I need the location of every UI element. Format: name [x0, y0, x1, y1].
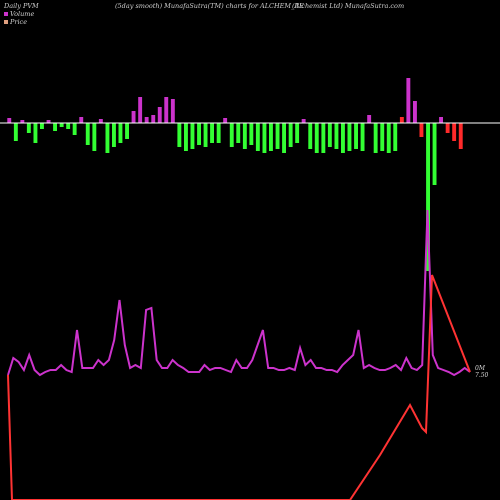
volume-bar: [105, 123, 110, 153]
volume-bar: [210, 123, 214, 143]
volume-bar: [432, 123, 437, 185]
volume-bar: [249, 123, 254, 145]
legend-label-price: Price: [10, 18, 28, 26]
volume-bar: [40, 123, 44, 129]
volume-bar: [66, 123, 71, 129]
volume-bar: [445, 123, 450, 133]
volume-bar: [458, 123, 463, 149]
volume-bar: [439, 117, 443, 123]
volume-bar: [242, 123, 247, 149]
volume-bar: [170, 99, 175, 123]
pvm-line: [7, 209, 471, 377]
volume-bar: [452, 123, 457, 141]
volume-bar: [26, 123, 31, 133]
end-label-volume: 0M: [475, 365, 486, 372]
volume-bar: [393, 123, 398, 151]
end-label-price: 7.50: [475, 372, 489, 379]
volume-bar: [223, 118, 228, 123]
volume-bar: [327, 123, 332, 147]
volume-bar: [144, 117, 149, 123]
volume-bar: [314, 123, 319, 153]
volume-bar: [184, 123, 188, 151]
volume-bar: [157, 107, 162, 123]
volume-bar: [386, 123, 391, 153]
volume-bar: [419, 123, 424, 137]
volume-bar: [282, 123, 286, 153]
volume-bar: [79, 117, 84, 123]
volume-bar: [354, 123, 358, 149]
volume-bar: [203, 123, 208, 147]
volume-bar: [59, 123, 64, 127]
volume-bar: [138, 97, 143, 123]
volume-bar: [85, 123, 90, 145]
volume-bar: [360, 123, 365, 151]
volume-bar: [236, 123, 241, 143]
volume-bar: [321, 123, 326, 153]
volume-bar: [347, 123, 352, 151]
volume-bar: [334, 123, 339, 149]
volume-bar: [288, 123, 293, 147]
volume-bar: [112, 123, 116, 147]
volume-bar: [406, 78, 411, 123]
volume-bar: [131, 111, 136, 123]
volume-bar: [269, 123, 273, 151]
volume-bar: [413, 101, 417, 123]
volume-bar: [53, 123, 57, 131]
volume-bar: [380, 123, 385, 151]
legend-swatch-volume: [4, 12, 8, 16]
volume-bar: [341, 123, 345, 153]
volume-bars: [7, 78, 463, 271]
volume-bar: [426, 123, 430, 271]
volume-bar: [229, 123, 234, 147]
legend-volume: Volume: [4, 10, 34, 18]
volume-bar: [367, 115, 372, 123]
volume-bar: [151, 115, 156, 123]
volume-bar: [255, 123, 260, 151]
volume-bar: [125, 123, 129, 139]
volume-bar: [118, 123, 123, 143]
price-line: [7, 274, 471, 500]
volume-bar: [7, 118, 12, 123]
volume-bar: [275, 123, 280, 149]
volume-bar: [164, 97, 169, 123]
legend-price: Price: [4, 18, 27, 26]
chart-type-label: Daily PVM: [4, 2, 39, 10]
company-label: (Alchemist Ltd) MunafaSutra.com: [292, 2, 405, 10]
volume-bar: [177, 123, 182, 147]
volume-bar: [72, 123, 77, 135]
volume-bar: [13, 123, 18, 141]
chart-title: (5day smooth) MunafaSutra(TM) charts for…: [115, 2, 304, 10]
volume-bar: [295, 123, 300, 143]
legend-label-volume: Volume: [10, 10, 35, 18]
volume-bar: [399, 117, 404, 123]
volume-bar: [20, 120, 25, 123]
volume-bar: [92, 123, 97, 151]
volume-bar: [197, 123, 201, 145]
legend-swatch-price: [4, 20, 8, 24]
volume-bar: [301, 119, 306, 123]
volume-bar: [46, 120, 51, 123]
volume-bar: [98, 119, 103, 123]
volume-bar: [308, 123, 313, 149]
volume-bar: [33, 123, 38, 143]
volume-bar: [190, 123, 195, 149]
volume-bar: [373, 123, 378, 153]
volume-bar: [262, 123, 267, 153]
volume-bar: [216, 123, 221, 143]
